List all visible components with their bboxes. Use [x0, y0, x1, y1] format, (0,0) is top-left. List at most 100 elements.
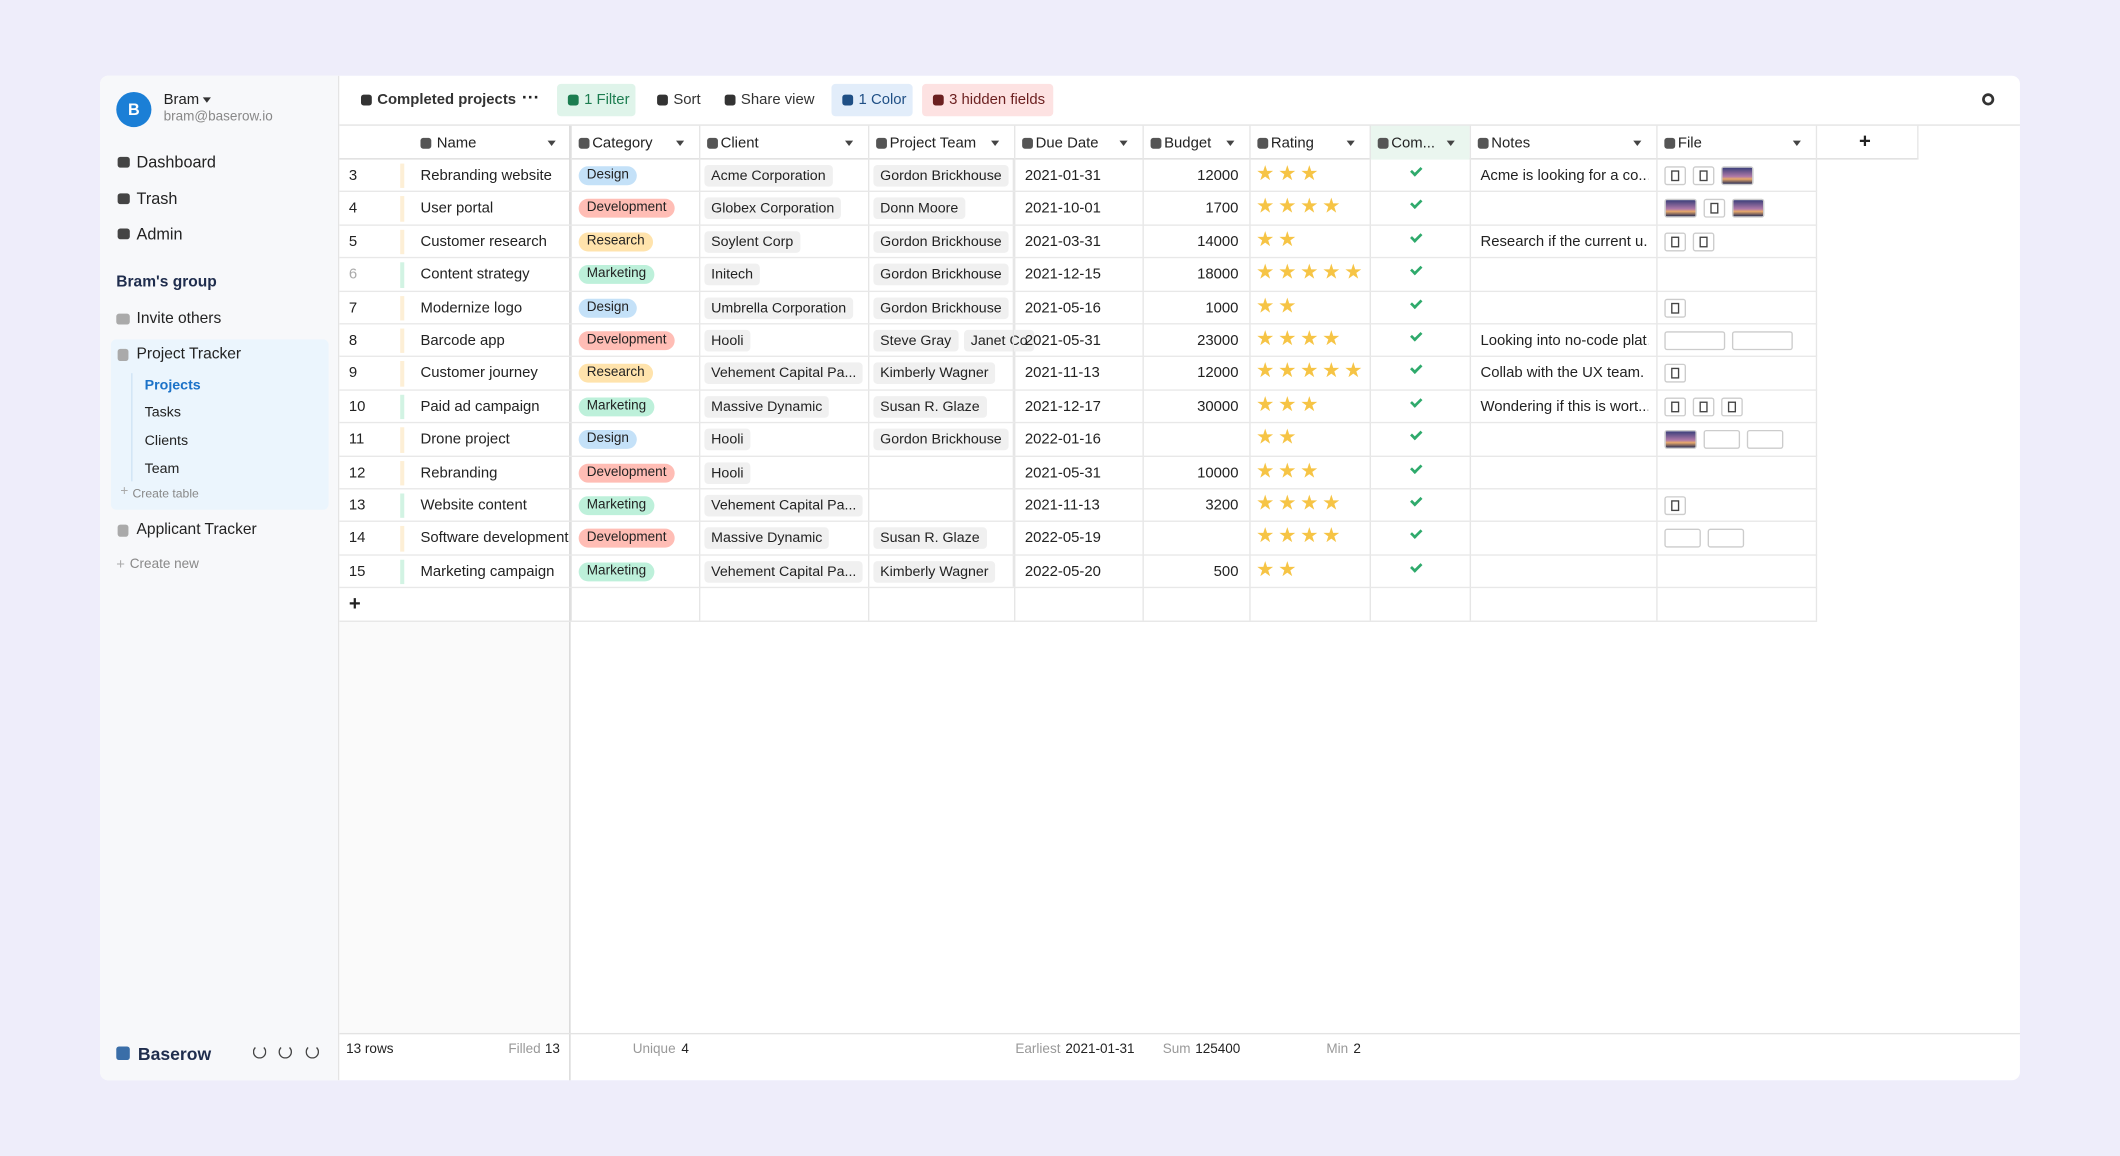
database-name[interactable]: Project Tracker — [136, 346, 242, 363]
nav-item[interactable]: Dashboard — [136, 152, 216, 172]
due-date: 2022-01-16 — [1024, 431, 1101, 448]
file-thumb[interactable] — [1664, 496, 1686, 516]
create-table[interactable]: Create table — [132, 486, 199, 501]
caret[interactable] — [1226, 140, 1235, 147]
file-thumb[interactable] — [1731, 199, 1765, 219]
toolbar-hidden[interactable]: 3 hidden fields — [949, 91, 1046, 109]
name[interactable]: Rebranding website — [420, 167, 552, 184]
column-header[interactable]: Client — [720, 135, 759, 152]
name[interactable]: Barcode app — [420, 332, 505, 349]
name[interactable]: Marketing campaign — [420, 563, 555, 580]
name[interactable]: Paid ad campaign — [420, 398, 540, 415]
column-header[interactable]: Notes — [1491, 135, 1531, 152]
file-thumb[interactable] — [1707, 529, 1745, 549]
category: Marketing — [578, 265, 655, 285]
name[interactable]: Customer journey — [420, 365, 538, 382]
col-border — [1369, 125, 1371, 621]
name[interactable]: Customer research — [420, 233, 547, 250]
file-thumb[interactable] — [1664, 232, 1686, 252]
col-border — [1014, 125, 1016, 621]
database-name[interactable]: Applicant Tracker — [136, 521, 257, 539]
caret[interactable] — [1346, 140, 1355, 147]
file-thumb[interactable] — [1721, 397, 1743, 417]
category: Marketing — [578, 397, 655, 417]
sidebar-button[interactable] — [305, 1045, 320, 1059]
table-link[interactable]: Tasks — [144, 404, 181, 421]
file-thumb[interactable] — [1746, 430, 1784, 450]
user-name[interactable]: Bram — [163, 91, 200, 109]
caret[interactable] — [1446, 140, 1455, 147]
toolbar-color[interactable]: 1 Color — [858, 91, 907, 109]
file-thumb[interactable] — [1692, 232, 1715, 252]
star: ★ — [1256, 162, 1275, 186]
add-column[interactable]: + — [1859, 129, 1871, 153]
toolbar-view[interactable]: Completed projects — [377, 91, 517, 109]
more[interactable]: ··· — [521, 86, 540, 107]
caret[interactable] — [991, 140, 1000, 147]
sidebar-button[interactable] — [252, 1045, 267, 1059]
toolbar-share[interactable]: Share view — [740, 91, 815, 109]
caret[interactable] — [1119, 140, 1128, 147]
nav-item[interactable]: Admin — [136, 224, 183, 244]
column-header[interactable]: Category — [592, 135, 653, 152]
file-icon — [1671, 401, 1680, 413]
file-thumb[interactable] — [1731, 331, 1793, 351]
star: ★ — [1278, 327, 1297, 351]
footer-rows: 13 rows — [346, 1042, 394, 1058]
file-thumb[interactable] — [1692, 166, 1715, 186]
team-member: Gordon Brickhouse — [873, 296, 1009, 319]
name[interactable]: Modernize logo — [420, 299, 523, 316]
caret[interactable] — [1633, 140, 1642, 147]
file-thumb[interactable] — [1703, 199, 1726, 219]
row-border — [339, 224, 1818, 226]
file-thumb[interactable] — [1664, 364, 1686, 384]
name[interactable]: Rebranding — [420, 464, 498, 481]
sidebar-button[interactable] — [278, 1045, 293, 1059]
row-id: 13 — [348, 497, 366, 514]
column-header[interactable]: Rating — [1270, 135, 1314, 152]
column-header[interactable]: Name — [436, 135, 477, 152]
col-border — [699, 125, 701, 621]
search[interactable] — [1982, 93, 1995, 106]
table-link[interactable]: Team — [144, 461, 180, 478]
create-new[interactable]: Create new — [129, 557, 199, 572]
toolbar-sort[interactable]: Sort — [673, 91, 701, 109]
caret[interactable] — [676, 140, 685, 147]
left-bg — [339, 620, 571, 1035]
name[interactable]: Website content — [420, 497, 527, 514]
file-icon — [1671, 302, 1680, 314]
avatar[interactable]: B — [116, 91, 152, 128]
column-header[interactable]: Com... — [1391, 135, 1436, 152]
invite[interactable]: Invite others — [136, 310, 222, 328]
file-thumb[interactable] — [1703, 430, 1741, 450]
table-link[interactable]: Projects — [144, 377, 201, 394]
add-row[interactable]: + — [348, 592, 361, 616]
file-thumb[interactable] — [1664, 430, 1697, 450]
column-header[interactable]: Budget — [1164, 135, 1212, 152]
name[interactable]: Software development — [420, 530, 569, 547]
caret[interactable] — [547, 140, 556, 147]
file-thumb[interactable] — [1664, 298, 1686, 318]
file-thumb[interactable] — [1664, 529, 1701, 549]
caret[interactable] — [845, 140, 854, 147]
file-thumb[interactable] — [1664, 331, 1726, 351]
column-header[interactable]: Project Team — [889, 135, 977, 152]
footer-min: 2 — [1353, 1042, 1361, 1058]
file-thumb[interactable] — [1721, 166, 1754, 186]
file-thumb[interactable] — [1664, 397, 1686, 417]
caret[interactable] — [1792, 140, 1801, 147]
name[interactable]: User portal — [420, 200, 494, 217]
column-header[interactable]: File — [1677, 135, 1702, 152]
toolbar-filter[interactable]: 1 Filter — [584, 91, 630, 109]
clip — [1012, 258, 1015, 291]
name[interactable]: Drone project — [420, 431, 510, 448]
table-link[interactable]: Clients — [144, 432, 189, 449]
file-thumb[interactable] — [1664, 199, 1697, 219]
nav-item[interactable]: Trash — [136, 189, 178, 209]
file-thumb[interactable] — [1692, 397, 1715, 417]
name[interactable]: Content strategy — [420, 266, 530, 283]
column-header[interactable]: Due Date — [1035, 135, 1099, 152]
row-id: 7 — [348, 299, 358, 316]
file-thumb[interactable] — [1664, 166, 1686, 186]
category: Design — [578, 166, 638, 186]
